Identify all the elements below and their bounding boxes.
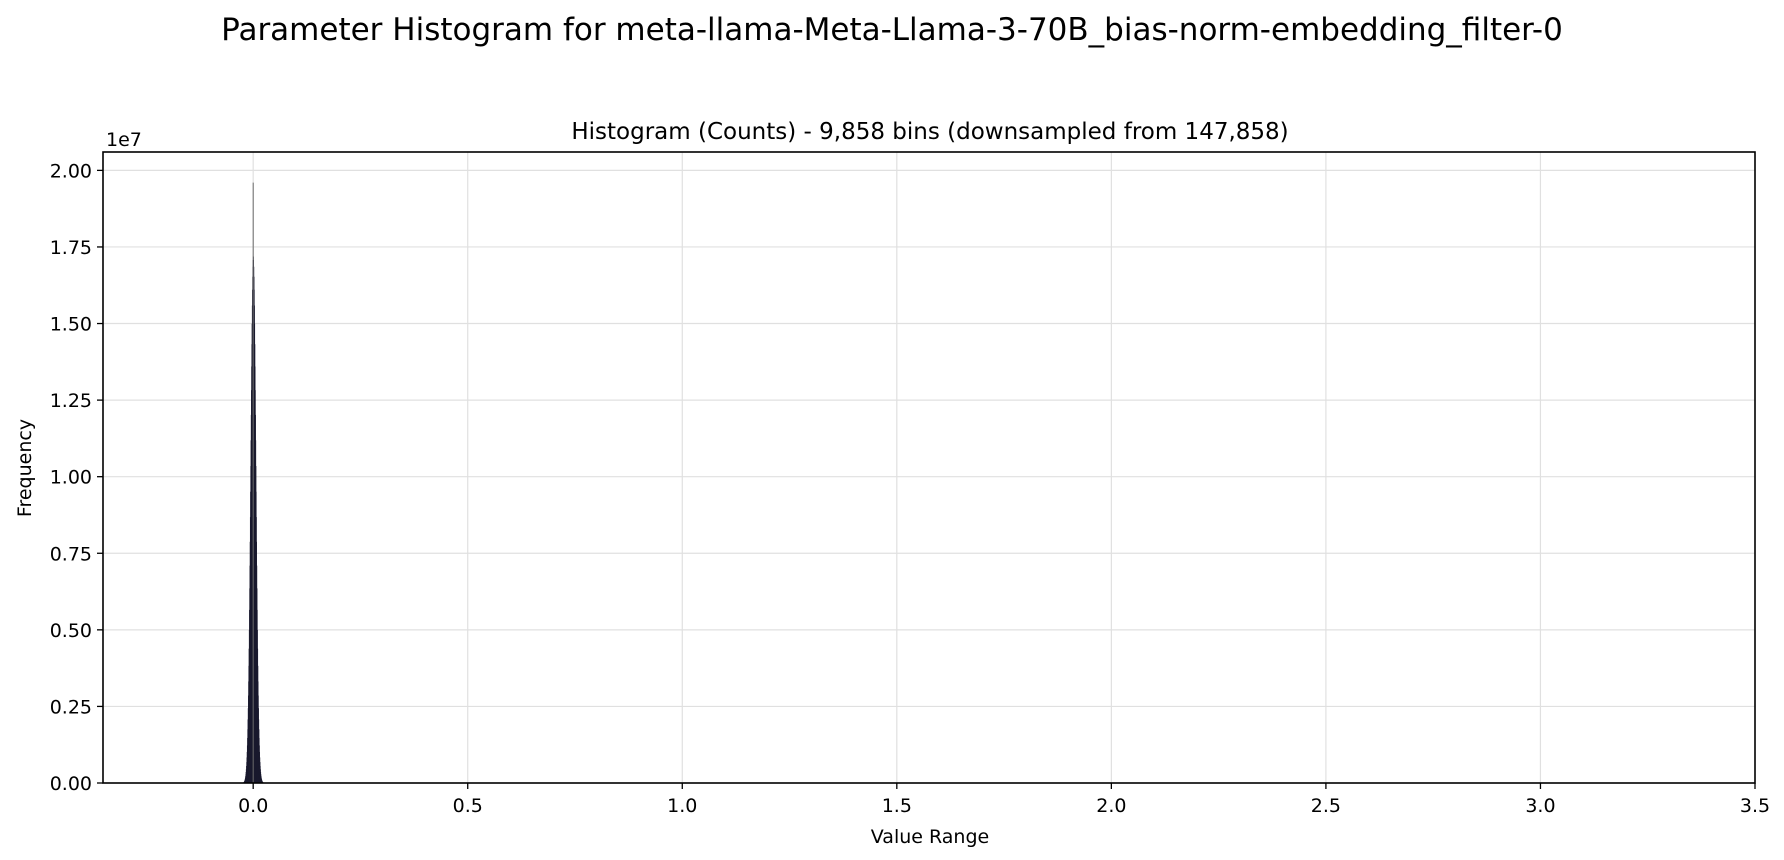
y-tick-label: 0.00 xyxy=(50,773,92,795)
x-tick-label: 0.0 xyxy=(238,795,268,817)
y-tick-label: 1.75 xyxy=(50,237,92,259)
y-offset-text: 1e7 xyxy=(106,129,142,151)
x-tick-label: 3.0 xyxy=(1525,795,1555,817)
y-tick-label: 1.00 xyxy=(50,467,92,489)
y-tick-label: 1.50 xyxy=(50,314,92,336)
x-tick-label: 1.5 xyxy=(882,795,912,817)
grid-lines xyxy=(103,152,1756,784)
x-tick-label: 3.5 xyxy=(1740,795,1770,817)
x-axis-label: Value Range xyxy=(871,826,989,848)
y-axis-ticks: 0.00 0.25 0.50 0.75 1.00 1.25 1.50 1.75 2.00 xyxy=(50,160,103,795)
chart-title: Histogram (Counts) - 9,858 bins (downsam… xyxy=(571,119,1288,145)
y-axis-label: Frequency xyxy=(14,419,36,517)
y-tick-label: 1.25 xyxy=(50,390,92,412)
plot-frame xyxy=(102,151,1756,784)
x-tick-label: 0.5 xyxy=(453,795,483,817)
y-tick-label: 2.00 xyxy=(50,160,92,182)
x-tick-label: 1.0 xyxy=(667,795,697,817)
y-tick-label: 0.50 xyxy=(50,620,92,642)
y-tick-label: 0.25 xyxy=(50,696,92,718)
x-tick-label: 2.5 xyxy=(1311,795,1341,817)
x-tick-label: 2.0 xyxy=(1096,795,1126,817)
histogram-bars xyxy=(243,182,264,784)
x-axis-ticks: 0.0 0.5 1.0 1.5 2.0 2.5 3.0 3.5 xyxy=(238,783,1770,817)
figure-suptitle: Parameter Histogram for meta-llama-Meta-… xyxy=(221,12,1563,48)
y-tick-label: 0.75 xyxy=(50,543,92,565)
